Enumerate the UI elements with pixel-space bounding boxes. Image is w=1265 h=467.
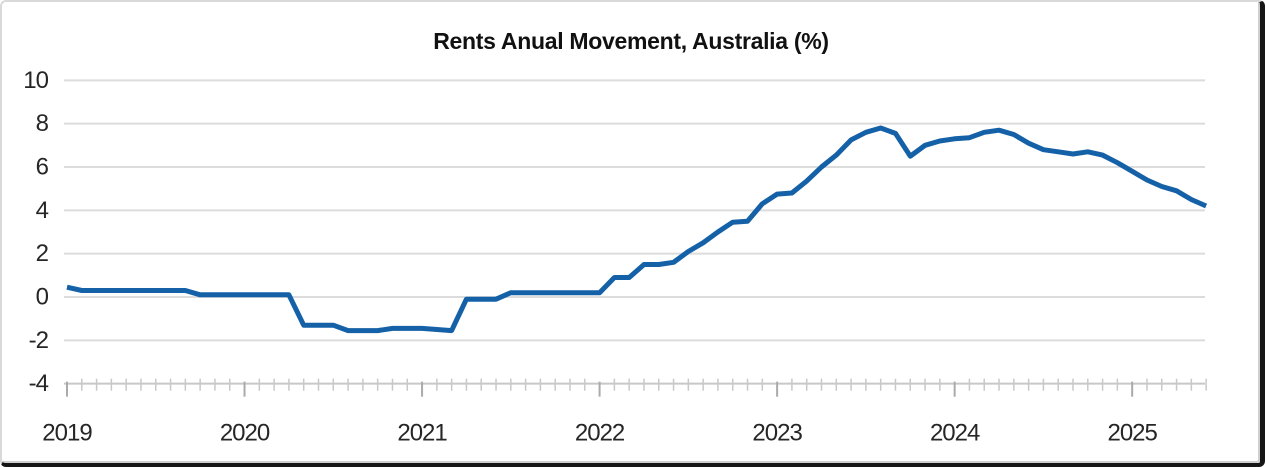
x-tick-label: 2019 xyxy=(42,420,92,447)
x-tick-label: 2020 xyxy=(220,420,270,447)
x-tick-label: 2022 xyxy=(575,420,625,447)
y-tick-label: -4 xyxy=(29,370,49,397)
y-tick-label: 10 xyxy=(23,67,48,94)
x-tick-label: 2023 xyxy=(752,420,802,447)
y-tick-label: 4 xyxy=(36,197,49,224)
y-tick-label: 8 xyxy=(36,110,49,137)
x-tick-label: 2024 xyxy=(930,420,980,447)
rents-line xyxy=(66,125,1208,334)
x-tick-label: 2025 xyxy=(1107,420,1157,447)
chart-title: Rents Anual Movement, Australia (%) xyxy=(433,28,829,54)
y-tick-label: -2 xyxy=(29,327,49,354)
y-tick-label: 0 xyxy=(36,284,49,311)
y-tick-label: 6 xyxy=(36,153,49,180)
x-tick-label: 2021 xyxy=(397,420,447,447)
y-tick-label: 2 xyxy=(36,240,49,267)
